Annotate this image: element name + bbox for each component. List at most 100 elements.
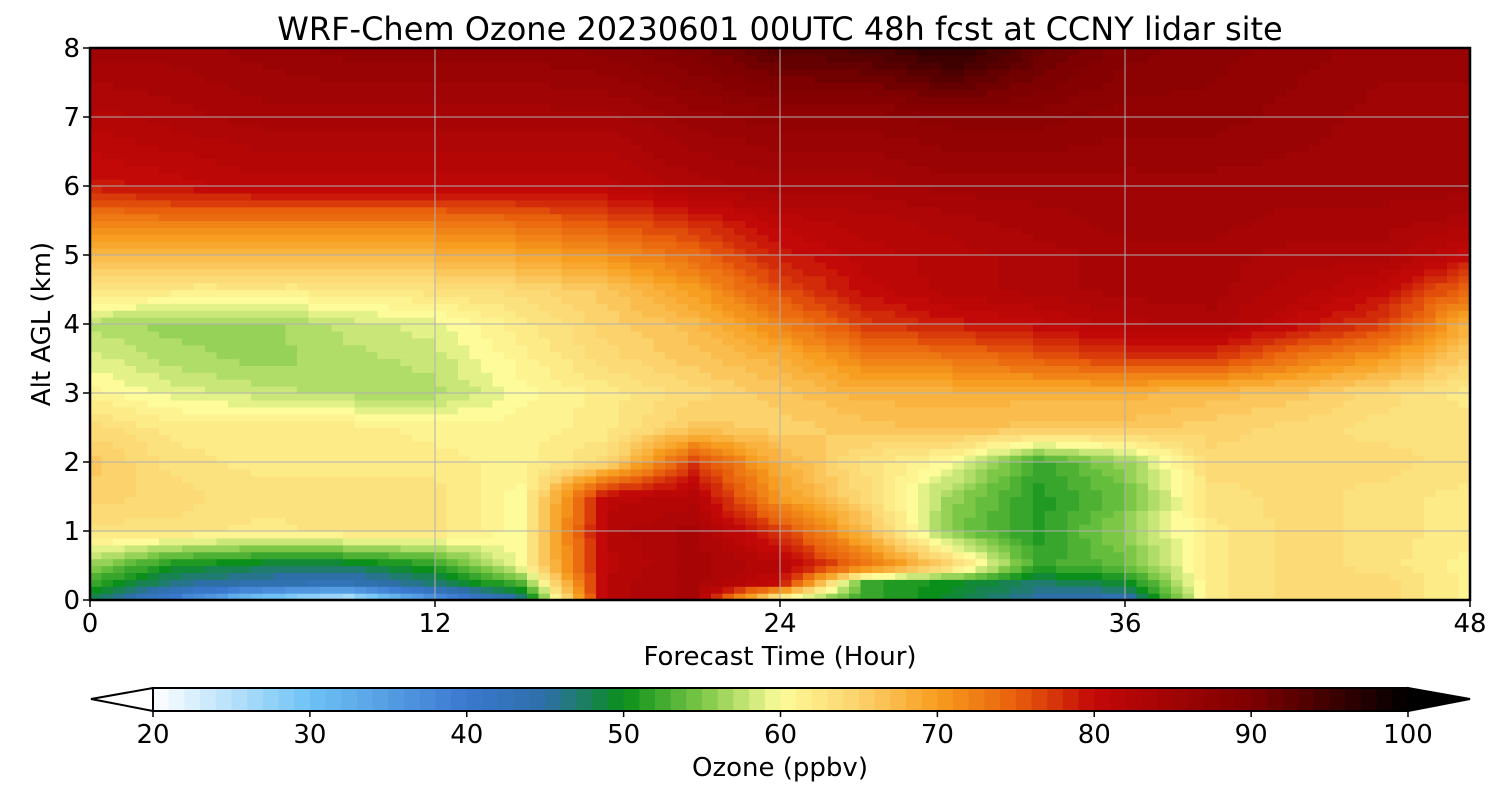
ozone-cell [791,103,804,111]
ozone-cell [665,365,678,373]
ozone-cell [527,441,540,449]
ozone-cell [688,524,701,532]
ozone-cell [642,468,655,477]
ozone-cell [90,524,103,532]
ozone-cell [193,517,206,525]
ozone-cell [216,179,229,187]
ozone-cell [124,413,137,422]
ozone-cell [653,344,666,353]
ozone-cell [216,358,229,366]
ozone-cell [101,593,114,601]
ozone-cell [458,406,471,415]
ozone-cell [389,572,402,580]
ozone-cell [780,386,793,394]
ozone-cell [550,103,563,111]
ozone-cell [722,282,735,291]
ozone-cell [676,517,689,525]
ozone-cell [147,61,160,70]
ozone-cell [780,468,793,477]
ozone-cell [297,303,310,311]
ozone-cell [469,317,482,325]
ozone-cell [607,365,620,373]
ozone-cell [469,275,482,284]
ozone-cell [423,61,436,70]
ozone-cell [780,586,793,594]
ozone-cell [676,289,689,297]
ozone-cell [435,462,448,470]
ozone-cell [423,192,436,201]
ozone-cell [596,441,609,449]
ozone-cell [699,75,712,84]
ozone-cell [550,248,563,256]
ozone-cell [297,579,310,587]
ozone-cell [170,117,183,125]
ozone-cell [619,517,632,525]
ozone-cell [768,551,781,560]
ozone-cell [550,496,563,504]
ozone-cell [780,551,793,560]
ozone-cell [550,282,563,291]
ozone-cell [423,593,436,601]
ozone-cell [596,186,609,194]
ozone-cell [538,234,551,242]
ozone-cell [239,558,252,567]
ozone-cell [573,468,586,477]
ozone-cell [366,61,379,70]
ozone-cell [331,123,344,132]
ozone-cell [768,468,781,477]
ozone-cell [642,158,655,166]
ozone-cell [607,475,620,484]
ozone-cell [446,220,459,228]
ozone-cell [124,448,137,456]
ozone-cell [251,158,264,166]
ozone-cell [573,123,586,132]
ozone-cell [538,248,551,256]
ozone-cell [239,248,252,256]
ozone-cell [205,282,218,291]
ozone-cell [722,172,735,180]
ozone-cell [412,158,425,166]
ozone-cell [619,337,632,346]
ozone-cell [274,468,287,477]
ozone-cell [297,510,310,518]
ozone-cell [389,517,402,525]
ozone-cell [285,275,298,284]
ozone-cell [515,82,528,90]
ozone-cell [136,496,149,504]
ozone-cell [711,531,724,539]
ozone-cell [124,358,137,366]
ozone-cell [711,593,724,601]
ozone-cell [642,489,655,498]
ozone-cell [458,117,471,125]
ozone-cell [527,503,540,511]
ozone-cell [435,399,448,408]
ozone-cell [596,455,609,463]
ozone-cell [124,482,137,491]
ozone-cell [159,227,172,235]
ozone-cell [159,503,172,511]
ozone-cell [584,565,597,573]
ozone-cell [550,393,563,401]
ozone-cell [492,468,505,477]
ozone-cell [389,468,402,477]
ozone-cell [446,510,459,518]
ozone-cell [722,524,735,532]
ozone-cell [343,82,356,90]
ozone-cell [481,379,494,387]
ozone-cell [481,386,494,394]
ozone-cell [515,192,528,201]
ozone-cell [274,144,287,153]
ozone-cell [101,324,114,332]
ozone-cell [665,165,678,173]
ozone-cell [676,579,689,587]
ozone-cell [182,462,195,470]
ozone-cell [607,455,620,463]
ozone-cell [343,455,356,463]
ozone-cell [722,406,735,415]
ozone-cell [458,496,471,504]
ozone-cell [423,220,436,228]
ozone-cell [573,54,586,63]
ozone-cell [170,551,183,560]
ozone-cell [343,358,356,366]
